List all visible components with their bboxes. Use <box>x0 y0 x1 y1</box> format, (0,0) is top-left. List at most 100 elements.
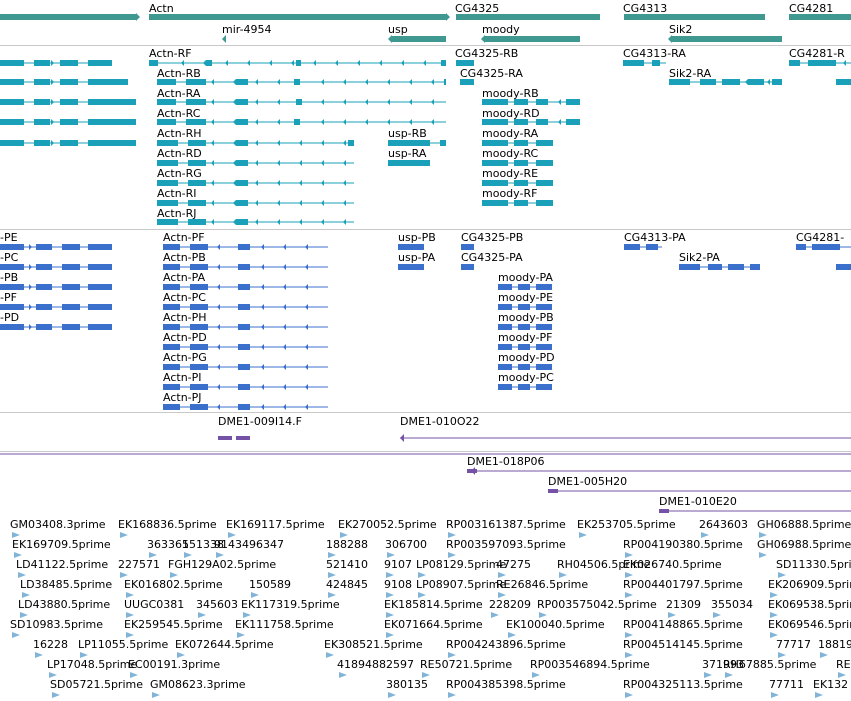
est-label[interactable]: 355034 <box>711 598 753 611</box>
exon-block[interactable] <box>498 284 512 290</box>
clone-end[interactable] <box>548 489 558 493</box>
gene-block[interactable] <box>456 14 600 20</box>
exon-block[interactable] <box>149 60 158 66</box>
est-arrow[interactable] <box>326 652 334 658</box>
est-arrow[interactable] <box>771 692 779 698</box>
gene-label-cg4281[interactable]: CG4281 <box>789 2 834 15</box>
exon-block[interactable] <box>0 264 24 270</box>
gene-label-sik2[interactable]: Sik2 <box>669 23 693 36</box>
est-label[interactable]: RP004148865.5prime <box>623 618 743 631</box>
est-arrow[interactable] <box>386 572 394 578</box>
exon-block[interactable] <box>518 304 530 310</box>
est-label[interactable]: RP004514145.5prime <box>623 638 743 651</box>
exon-block[interactable] <box>536 284 552 290</box>
est-label[interactable]: EK072644.5prime <box>175 638 274 651</box>
protein-label[interactable]: moody-PB <box>498 311 554 324</box>
exon-block[interactable] <box>294 79 300 85</box>
est-arrow[interactable] <box>386 632 394 638</box>
exon-block[interactable] <box>163 404 180 410</box>
protein-label[interactable]: CG4325-PA <box>461 251 523 264</box>
protein-label[interactable]: Actn-PI <box>163 371 202 384</box>
exon-block[interactable] <box>157 219 178 225</box>
est-label[interactable]: GM08623.3prime <box>150 678 246 691</box>
est-label[interactable]: 9143496347 <box>214 538 284 551</box>
exon-block[interactable] <box>163 344 180 350</box>
exon-block[interactable] <box>34 119 50 125</box>
protein-label[interactable]: CG4325-PB <box>461 231 524 244</box>
est-arrow[interactable] <box>668 612 676 618</box>
gene-block[interactable] <box>624 14 765 20</box>
est-label[interactable]: EC00191.3prime <box>128 658 221 671</box>
est-label[interactable]: 306700 <box>385 538 427 551</box>
exon-block[interactable] <box>236 200 248 206</box>
exon-block[interactable] <box>669 79 690 85</box>
exon-block[interactable] <box>296 99 302 105</box>
est-label[interactable]: EK069546.5prime <box>768 618 851 631</box>
exon-block[interactable] <box>514 119 528 125</box>
est-arrow[interactable] <box>22 592 30 598</box>
gene-block[interactable] <box>392 36 446 42</box>
exon-block[interactable] <box>60 140 78 146</box>
exon-block[interactable] <box>36 284 52 290</box>
exon-block[interactable] <box>88 264 112 270</box>
exon-block[interactable] <box>186 79 206 85</box>
protein-label[interactable]: usp-PA <box>398 251 436 264</box>
est-arrow[interactable] <box>120 572 128 578</box>
est-label[interactable]: LD38485.5prime <box>20 578 113 591</box>
gene-label-mir-4954[interactable]: mir-4954 <box>222 23 272 36</box>
est-label[interactable]: 41894882597 <box>337 658 414 671</box>
exon-block[interactable] <box>188 180 206 186</box>
exon-block[interactable] <box>836 79 851 85</box>
exon-block[interactable] <box>163 304 180 310</box>
est-arrow[interactable] <box>625 652 633 658</box>
transcript-label[interactable]: Actn-RC <box>157 107 201 120</box>
clone-end[interactable] <box>659 509 669 513</box>
exon-block[interactable] <box>186 99 206 105</box>
exon-block[interactable] <box>157 119 176 125</box>
est-label[interactable]: 228209 <box>489 598 531 611</box>
est-arrow[interactable] <box>508 632 516 638</box>
gene-block[interactable] <box>485 36 580 42</box>
transcript-label[interactable]: moody-RC <box>482 147 539 160</box>
est-arrow[interactable] <box>770 612 778 618</box>
gene-label-usp[interactable]: usp <box>388 23 408 36</box>
est-arrow[interactable] <box>126 612 134 618</box>
est-label[interactable]: 9108 <box>384 578 412 591</box>
exon-block[interactable] <box>482 160 508 166</box>
exon-block[interactable] <box>536 140 548 146</box>
exon-block[interactable] <box>88 119 136 125</box>
protein-label[interactable]: -PB <box>0 271 19 284</box>
exon-block[interactable] <box>296 60 301 66</box>
exon-block[interactable] <box>498 344 512 350</box>
est-arrow[interactable] <box>12 632 20 638</box>
est-label[interactable]: LD41122.5prime <box>16 558 109 571</box>
est-label[interactable]: 16228 <box>33 638 68 651</box>
est-arrow[interactable] <box>625 552 633 558</box>
exon-block[interactable] <box>157 180 178 186</box>
exon-block[interactable] <box>0 119 24 125</box>
est-label[interactable]: LD43880.5prime <box>18 598 111 611</box>
exon-block[interactable] <box>163 364 180 370</box>
transcript-label[interactable]: moody-RF <box>482 187 538 200</box>
est-label[interactable]: SD10983.5prime <box>10 618 103 631</box>
exon-block[interactable] <box>789 60 800 66</box>
exon-block[interactable] <box>238 244 250 250</box>
exon-block[interactable] <box>163 384 180 390</box>
exon-block[interactable] <box>190 324 208 330</box>
protein-label[interactable]: Actn-PJ <box>163 391 202 404</box>
transcript-label[interactable]: Sik2-RA <box>669 67 712 80</box>
exon-block[interactable] <box>238 284 250 290</box>
exon-block[interactable] <box>36 324 52 330</box>
est-label[interactable]: RP004385398.5prime <box>446 678 566 691</box>
protein-label[interactable]: Actn-PA <box>163 271 206 284</box>
est-label[interactable]: LP08129.5prime <box>416 558 507 571</box>
exon-block[interactable] <box>514 140 528 146</box>
exon-block[interactable] <box>548 200 553 206</box>
est-label[interactable]: EK132 <box>813 678 849 691</box>
exon-block[interactable] <box>157 140 178 146</box>
exon-block[interactable] <box>566 119 580 125</box>
exon-block[interactable] <box>238 264 250 270</box>
est-label[interactable]: 9107 <box>384 558 412 571</box>
gene-label-cg4325[interactable]: CG4325 <box>455 2 500 15</box>
exon-block[interactable] <box>679 264 700 270</box>
